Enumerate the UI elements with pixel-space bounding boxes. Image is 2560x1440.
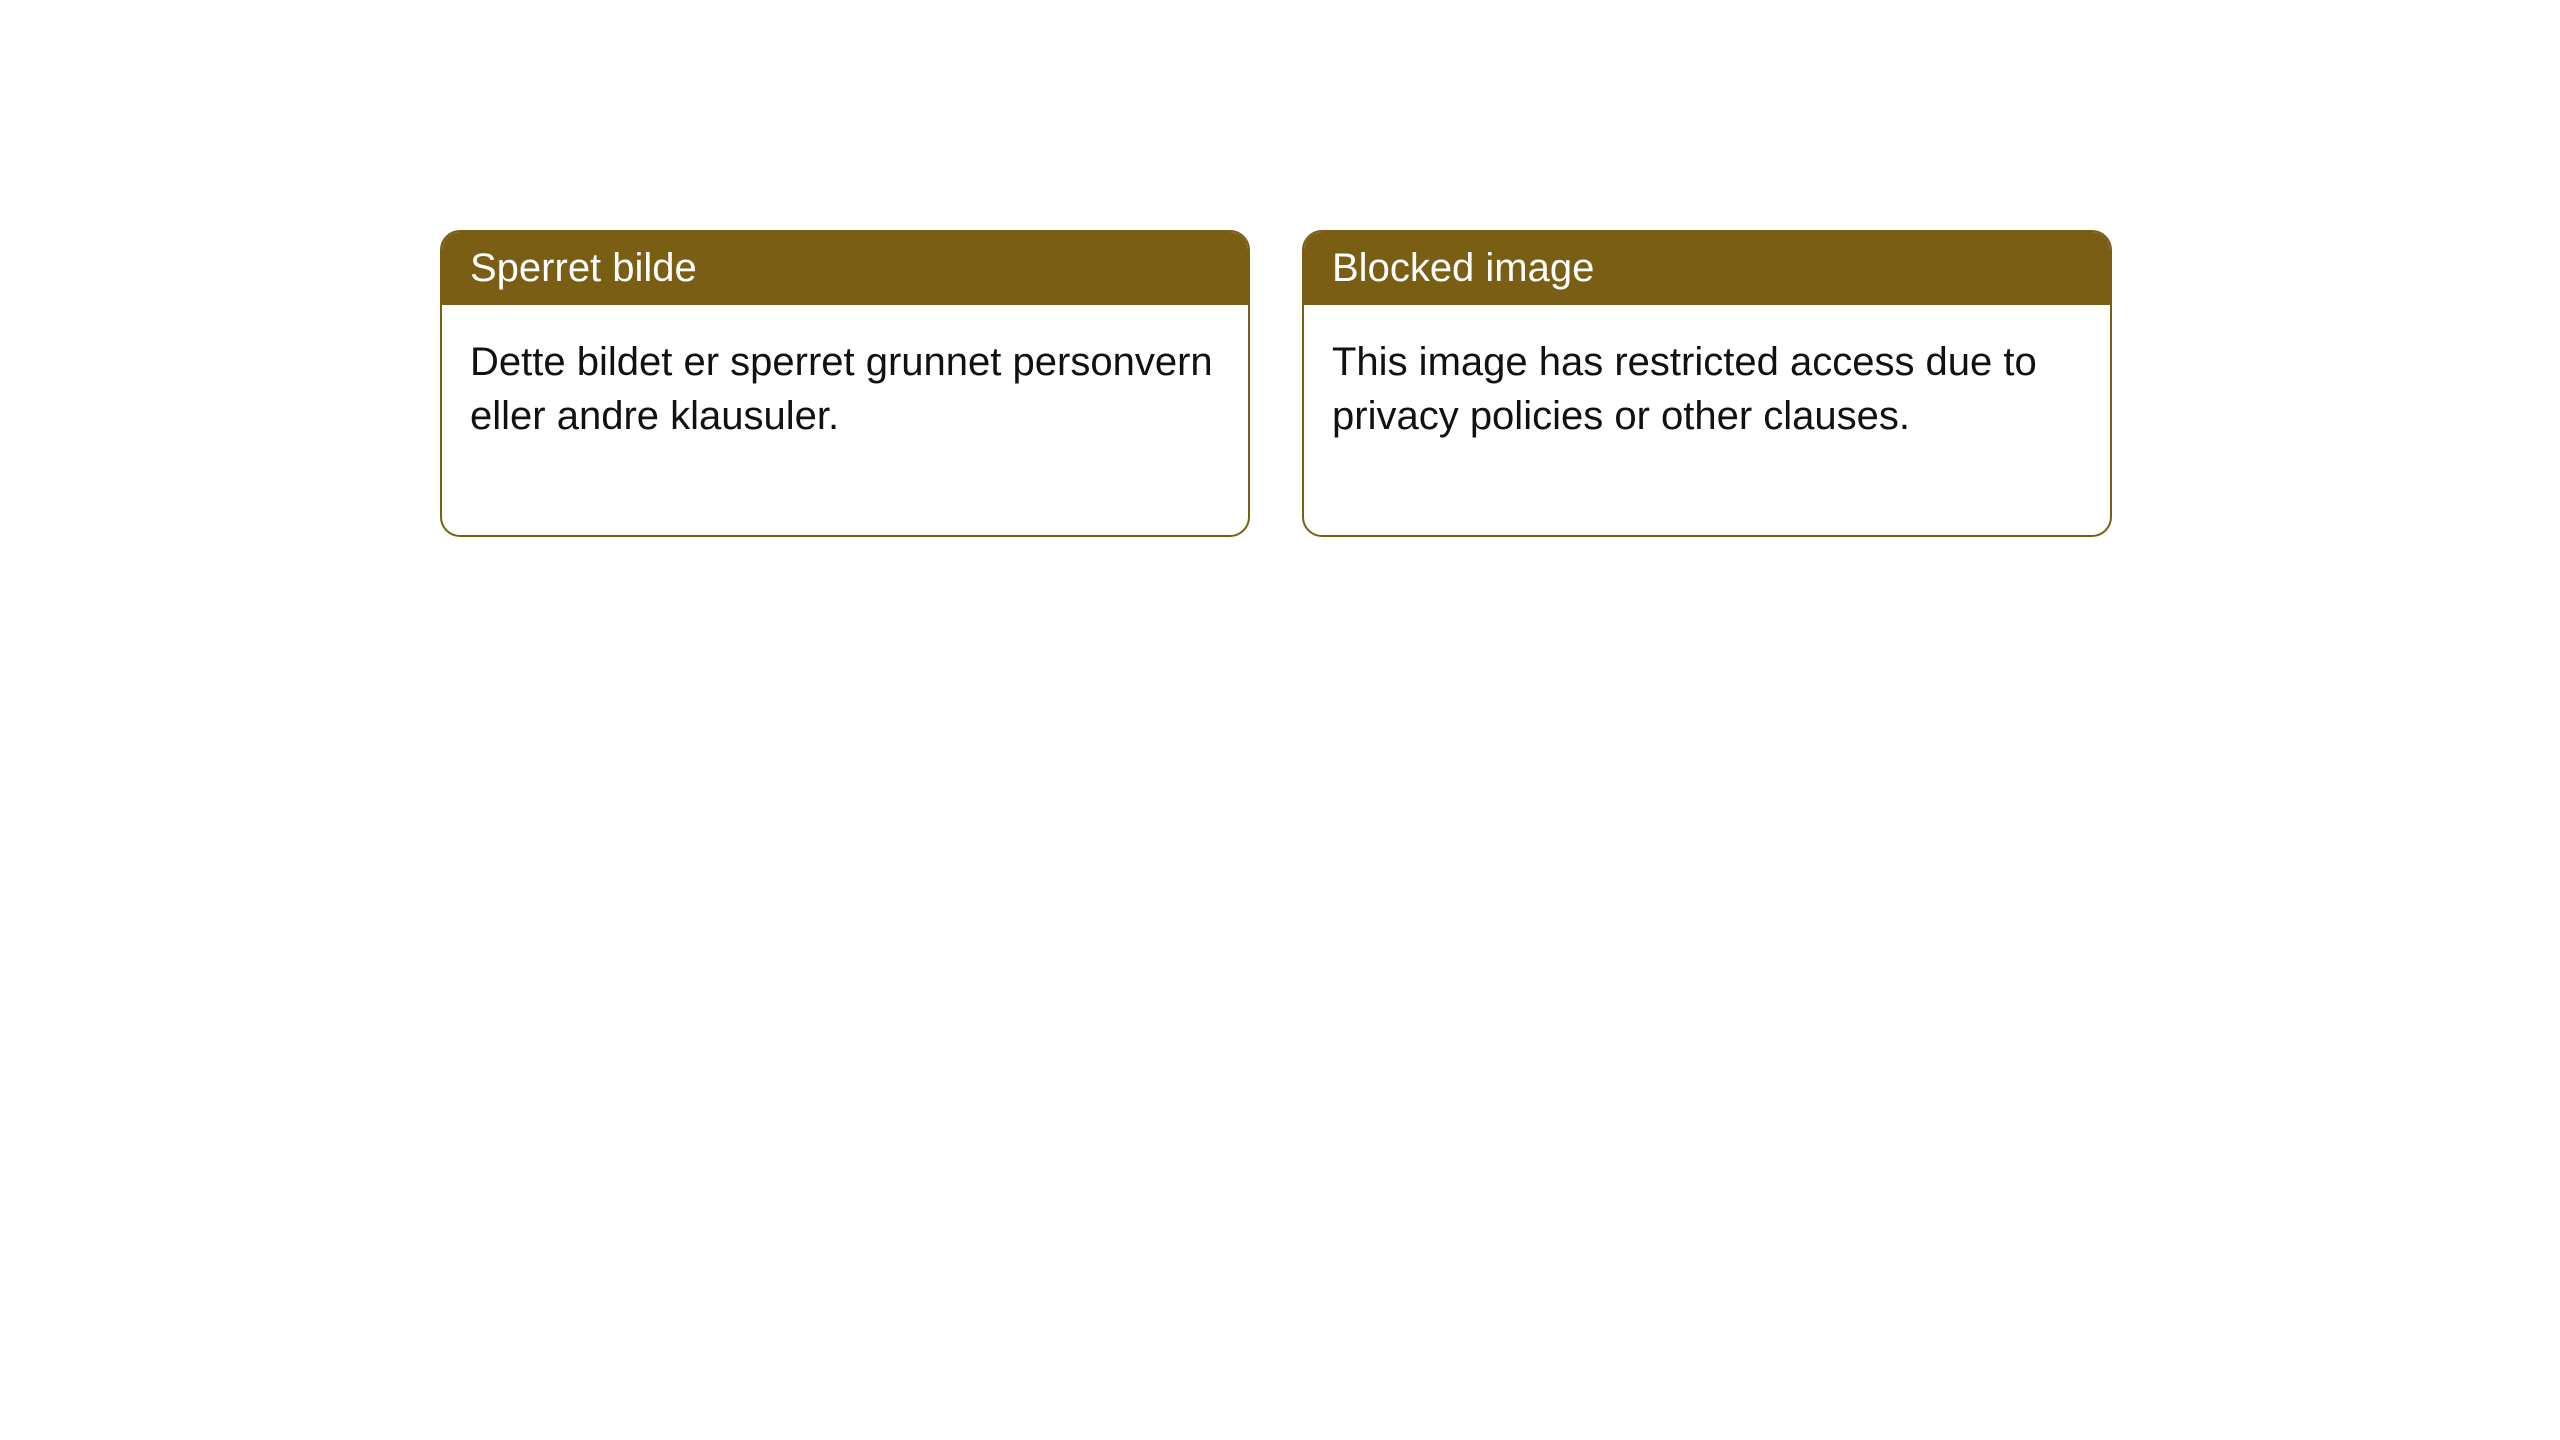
card-body: This image has restricted access due to …	[1304, 305, 2110, 535]
blocked-image-card-english: Blocked image This image has restricted …	[1302, 230, 2112, 537]
card-title: Sperret bilde	[442, 232, 1248, 305]
card-body: Dette bildet er sperret grunnet personve…	[442, 305, 1248, 535]
blocked-image-card-norwegian: Sperret bilde Dette bildet er sperret gr…	[440, 230, 1250, 537]
card-title: Blocked image	[1304, 232, 2110, 305]
blocked-image-cards: Sperret bilde Dette bildet er sperret gr…	[440, 230, 2112, 537]
